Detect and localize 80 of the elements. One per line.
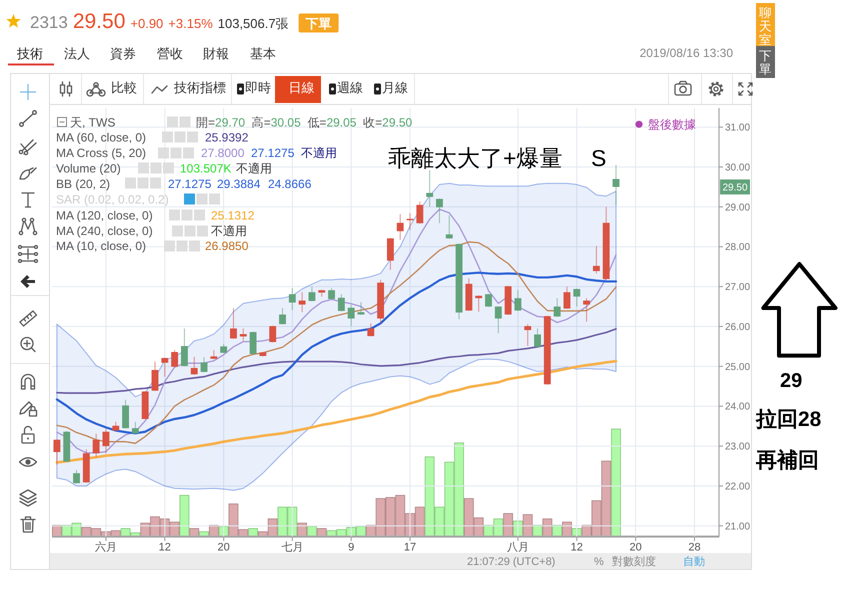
bar [562, 522, 572, 536]
annotation: 天, TWS [70, 116, 116, 130]
text: 拉回28 [755, 408, 822, 431]
text: 基本 [250, 46, 276, 61]
annotation: 29.3884 [217, 177, 261, 191]
x-tick-label: 八月 [506, 542, 529, 554]
line-series [56, 328, 617, 394]
text: 即時 [245, 80, 271, 95]
annotation: S [591, 145, 606, 171]
annotation: MA (120, close, 0) [56, 208, 153, 222]
annotation: 開=29.70 高=30.05 低=29.05 收=29.50 [196, 116, 413, 130]
x-tick-label: 20 [630, 542, 642, 554]
y-tick-label: 25.00 [725, 362, 750, 373]
text: 法人 [64, 46, 90, 61]
text: 下單 [759, 49, 772, 76]
y-tick-label: 26.00 [725, 322, 750, 333]
x-tick-label: 12 [158, 542, 171, 554]
text: 技術指標 [173, 80, 226, 95]
text: 財報 [203, 46, 229, 61]
line-series [56, 272, 618, 434]
y-tick-label: 28.00 [725, 242, 750, 254]
y-tick-label: 29.00 [725, 202, 750, 214]
line-series [56, 360, 618, 464]
y-tick-label: 21.00 [725, 521, 750, 532]
text: 週線 [337, 80, 363, 95]
bar [248, 528, 258, 536]
text: 聊天室 [759, 6, 772, 47]
bar [611, 428, 621, 536]
text: 29 [780, 370, 802, 392]
text: 2019/08/16 13:30 [640, 46, 734, 60]
text: 下單 [304, 16, 332, 31]
bar [522, 514, 533, 536]
annotation: MA (10, close, 0) [56, 239, 146, 253]
y-tick-label: 30.00 [725, 162, 750, 174]
annotation: 不適用 [236, 162, 272, 176]
text: 資券 [110, 46, 136, 61]
annotation: 24.8666 [268, 177, 312, 191]
text: % [594, 556, 604, 568]
x-tick-label: 20 [218, 542, 230, 554]
text: 自動 [683, 556, 705, 568]
annotation: BB (20, 2) [56, 177, 110, 191]
x-tick-label: 28 [688, 542, 701, 554]
annotation: 29.50 [722, 182, 748, 194]
x-tick-label: 9 [348, 542, 354, 554]
text: 比較 [111, 80, 137, 95]
bar [180, 494, 190, 536]
text: 21:07:29 (UTC+8) [467, 556, 556, 568]
y-tick-label: 23.00 [725, 442, 750, 453]
x-tick-label: 七月 [281, 540, 304, 554]
x-tick-label: 17 [404, 542, 416, 554]
annotation: 27.1275 [168, 177, 212, 191]
text: 對數刻度 [612, 555, 656, 568]
bar [503, 513, 514, 536]
annotation: 26.9850 [205, 239, 249, 253]
y-tick-label: 31.00 [725, 122, 750, 134]
chart-title: 2313 29.50 +0.90 +3.15% 103,506.7張 [30, 10, 289, 33]
annotation: 103.507K [180, 162, 232, 176]
text: 月線 [382, 80, 408, 95]
annotation: 25.9392 [205, 130, 249, 144]
annotation: 27.1275 [251, 146, 295, 160]
x-tick-label: 六月 [94, 540, 117, 554]
x-tick-label: 12 [570, 542, 583, 554]
annotation: 乖離太大了+爆量 [388, 145, 562, 171]
y-tick-label: 27.00 [725, 282, 750, 294]
text: 營收 [157, 46, 183, 61]
y-tick-label: 24.00 [725, 402, 750, 413]
annotation: Volume (20) [56, 162, 121, 176]
text: 技術 [16, 46, 43, 61]
annotation: 不適用 [211, 224, 247, 238]
annotation: 不適用 [301, 146, 337, 160]
annotation: MA (60, close, 0) [56, 130, 146, 144]
text: 再補回 [755, 448, 819, 472]
annotation: 盤後數據 [648, 118, 696, 132]
annotation: MA (240, close, 0) [56, 224, 153, 238]
annotation: 27.8000 [201, 146, 245, 160]
annotation: MA Cross (5, 20) [56, 146, 146, 160]
y-tick-label: 22.00 [725, 481, 750, 492]
line-series [56, 208, 617, 454]
annotation: 25.1312 [211, 208, 255, 222]
text: 日線 [288, 80, 314, 95]
